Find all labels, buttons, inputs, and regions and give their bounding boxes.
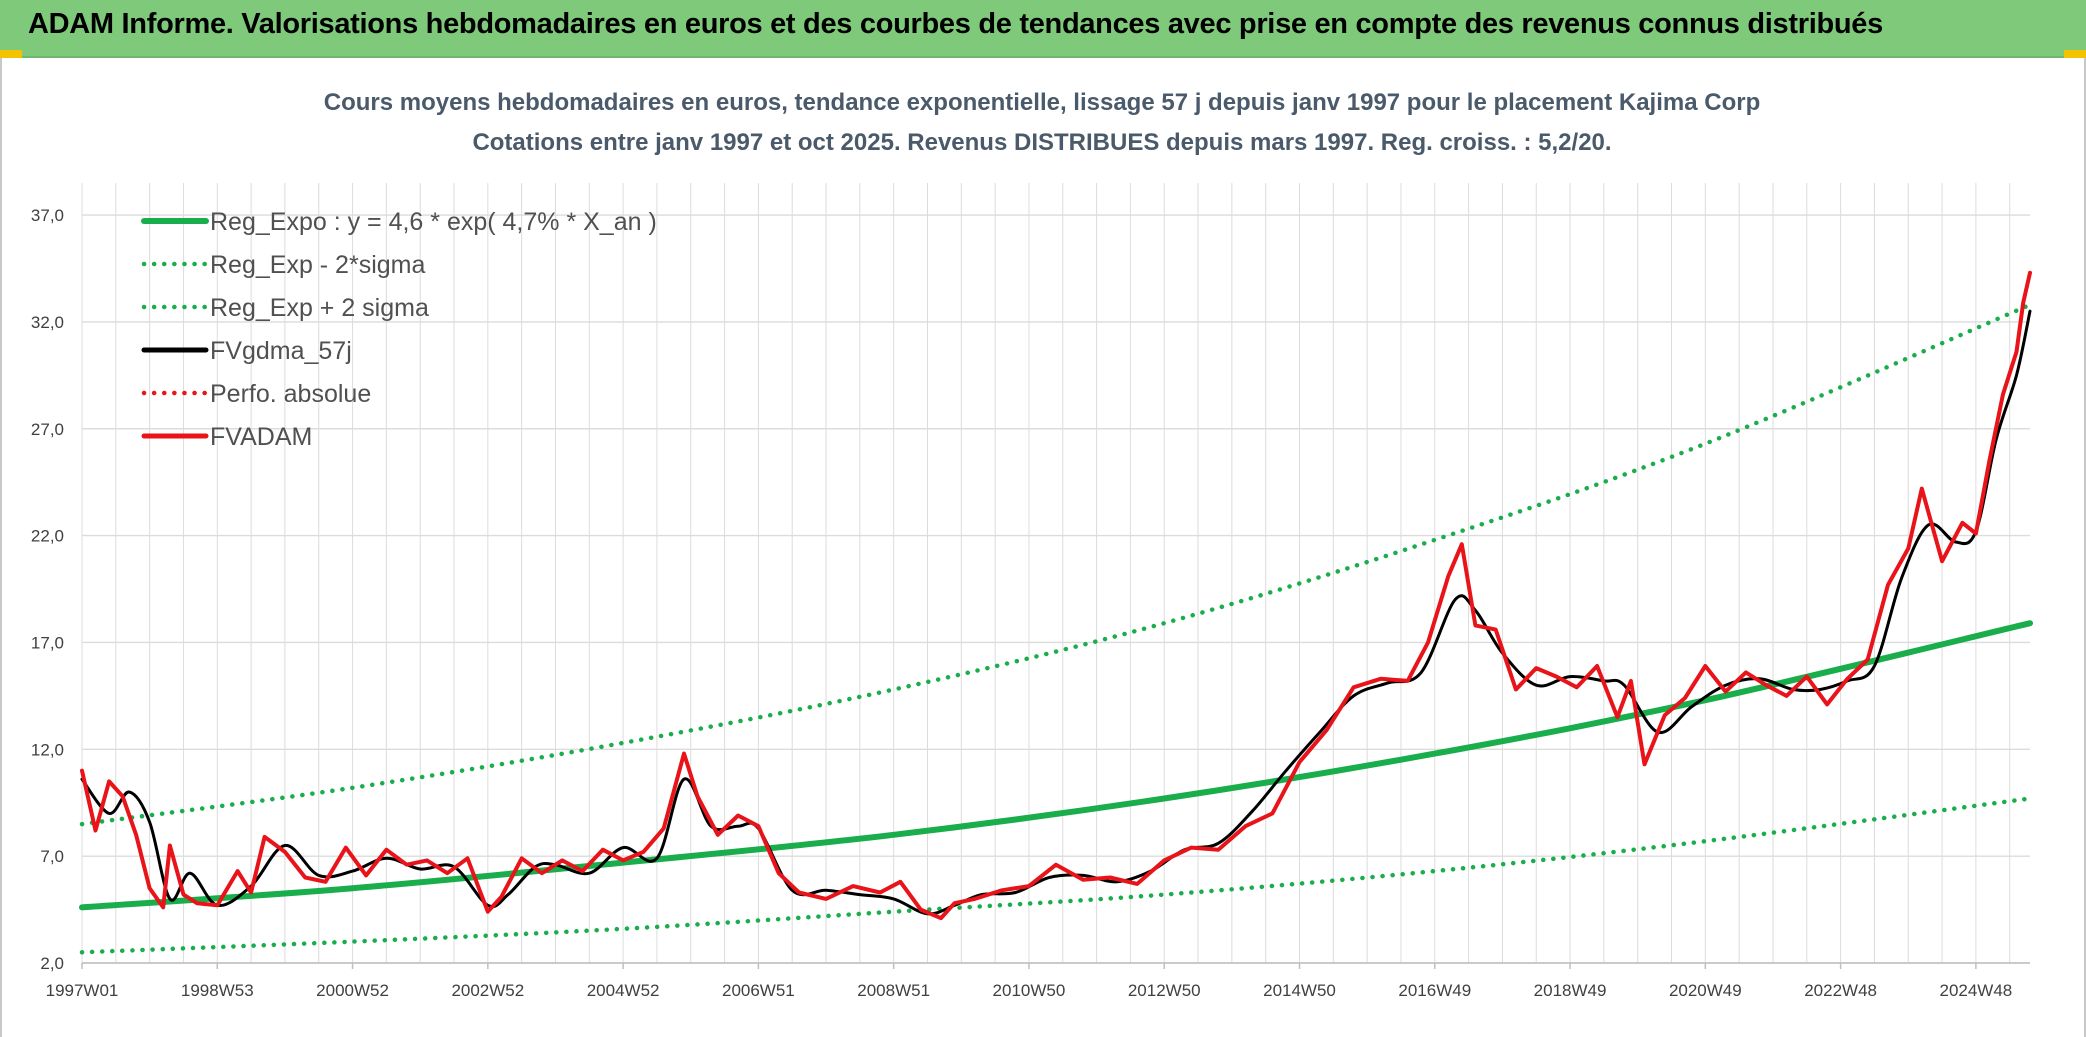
x-tick-label: 2000W52 <box>316 981 389 1000</box>
x-tick-label: 2020W49 <box>1669 981 1742 1000</box>
moving-average-line <box>80 309 2032 916</box>
x-tick-label: 2024W48 <box>1939 981 2012 1000</box>
y-tick-label: 37,0 <box>31 206 64 225</box>
axis-layer: 2,0 7,0 12,0 17,0 22,0 27,0 32,0 37,0 1997W01 199… <box>31 206 2030 1000</box>
y-tick-label: 2,0 <box>40 954 64 973</box>
report-banner: ADAM Informe. Valorisations hebdomadaire… <box>0 0 2086 58</box>
x-tick-label: 2012W50 <box>1128 981 1201 1000</box>
y-tick-label: 32,0 <box>31 313 64 332</box>
chart-subtitle: Cotations entre janv 1997 et oct 2025. R… <box>472 129 1611 156</box>
x-tick-label: 2008W51 <box>857 981 930 1000</box>
y-tick-label: 27,0 <box>31 420 64 439</box>
x-tick-label: 2016W49 <box>1398 981 1471 1000</box>
x-tick-label: 2018W49 <box>1534 981 1607 1000</box>
legend-label: Perfo. absolue <box>210 380 371 408</box>
legend: Reg_Expo : y = 4,6 * exp( 4,7% * X_an ) R… <box>141 208 657 451</box>
legend-label: Reg_Exp + 2 sigma <box>210 294 429 322</box>
legend-label: Reg_Exp - 2*sigma <box>210 251 425 279</box>
legend-label: FVADAM <box>210 423 312 451</box>
x-tick-label: 2010W50 <box>993 981 1066 1000</box>
corner-accent-right <box>2064 50 2086 58</box>
trend-upper-band <box>79 302 2033 827</box>
y-tick-label: 12,0 <box>31 740 64 759</box>
fvadam-price-line <box>80 270 2032 921</box>
x-tick-label: 1997W01 <box>46 981 119 1000</box>
report-title: ADAM Informe. Valorisations hebdomadaire… <box>28 8 1883 40</box>
y-tick-label: 22,0 <box>31 527 64 546</box>
x-tick-label: 2014W50 <box>1263 981 1336 1000</box>
grid-layer <box>81 183 2030 964</box>
x-tick-label: 2002W52 <box>451 981 524 1000</box>
x-tick-label: 2022W48 <box>1804 981 1877 1000</box>
x-tick-label: 1998W53 <box>181 981 254 1000</box>
series-layer <box>79 270 2033 955</box>
y-tick-label: 7,0 <box>40 847 64 866</box>
y-tick-label: 17,0 <box>31 633 64 652</box>
price-trend-chart: 2,0 7,0 12,0 17,0 22,0 27,0 32,0 37,0 1997W01 199… <box>31 89 2033 1000</box>
chart-title: Cours moyens hebdomadaires en euros, ten… <box>324 89 1760 116</box>
corner-accent-left <box>0 50 22 58</box>
x-tick-label: 2004W52 <box>587 981 660 1000</box>
chart-area: 2,0 7,0 12,0 17,0 22,0 27,0 32,0 37,0 1997W01 199… <box>0 58 2086 1037</box>
legend-label: FVgdma_57j <box>210 337 352 365</box>
legend-label: Reg_Expo : y = 4,6 * exp( 4,7% * X_an ) <box>210 208 657 236</box>
x-tick-label: 2006W51 <box>722 981 795 1000</box>
